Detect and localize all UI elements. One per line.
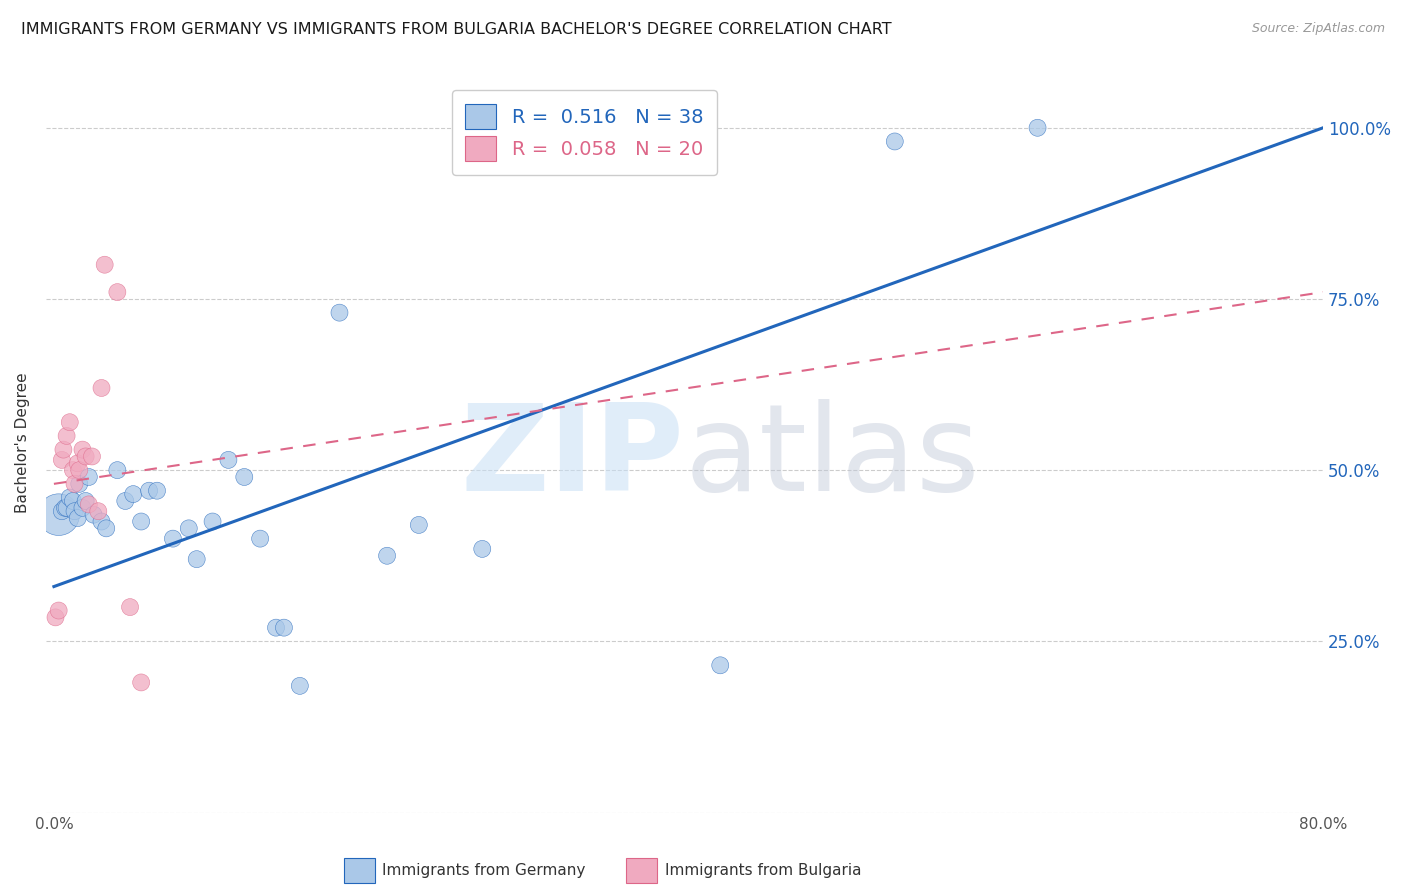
Point [129, 675, 152, 690]
Point [122, 487, 145, 501]
Point [264, 621, 287, 635]
Point [328, 306, 350, 320]
Point [90, 381, 112, 395]
Point [80, 450, 103, 464]
Point [408, 517, 430, 532]
Point [77, 470, 100, 484]
Point [44, 610, 66, 624]
Point [129, 515, 152, 529]
Point [72, 500, 94, 515]
Point [288, 679, 311, 693]
Point [87, 504, 110, 518]
Point [51, 453, 73, 467]
Point [120, 600, 142, 615]
Text: IMMIGRANTS FROM GERMANY VS IMMIGRANTS FROM BULGARIA BACHELOR'S DEGREE CORRELATIO: IMMIGRANTS FROM GERMANY VS IMMIGRANTS FR… [21, 22, 891, 37]
Text: Immigrants from Bulgaria: Immigrants from Bulgaria [665, 863, 862, 878]
Text: Source: ZipAtlas.com: Source: ZipAtlas.com [1251, 22, 1385, 36]
Point [146, 483, 169, 498]
Point [62, 494, 84, 508]
Point [55, 500, 77, 515]
Point [471, 541, 494, 556]
Point [48, 603, 70, 617]
Point [249, 532, 271, 546]
Text: ZIP: ZIP [461, 399, 685, 516]
Point [72, 442, 94, 457]
Point [93, 258, 115, 272]
Point [273, 621, 295, 635]
Point [96, 521, 118, 535]
Point [138, 483, 160, 498]
Text: atlas: atlas [685, 399, 980, 516]
Point [105, 285, 128, 299]
Point [62, 463, 84, 477]
Point [66, 456, 89, 470]
Point [55, 429, 77, 443]
Point [75, 494, 97, 508]
Point [105, 463, 128, 477]
Point [66, 511, 89, 525]
Point [177, 521, 200, 535]
Point [375, 549, 398, 563]
Point [233, 470, 256, 484]
Point [77, 497, 100, 511]
Point [67, 463, 90, 477]
Legend: R =  0.516   N = 38, R =  0.058   N = 20: R = 0.516 N = 38, R = 0.058 N = 20 [451, 90, 717, 175]
Point [53, 500, 76, 515]
Y-axis label: Bachelor's Degree: Bachelor's Degree [15, 373, 30, 513]
Point [90, 515, 112, 529]
Point [67, 476, 90, 491]
Point [63, 476, 86, 491]
Point [162, 532, 184, 546]
Point [201, 515, 224, 529]
Point [1026, 120, 1049, 135]
Point [75, 450, 97, 464]
Point [709, 658, 731, 673]
Point [83, 508, 105, 522]
Point [48, 508, 70, 522]
Point [59, 415, 82, 429]
Text: Immigrants from Germany: Immigrants from Germany [382, 863, 586, 878]
Point [217, 453, 239, 467]
Point [186, 552, 208, 566]
Point [51, 504, 73, 518]
Point [63, 504, 86, 518]
Point [52, 442, 75, 457]
Point [883, 135, 905, 149]
Point [114, 494, 136, 508]
Point [59, 491, 82, 505]
